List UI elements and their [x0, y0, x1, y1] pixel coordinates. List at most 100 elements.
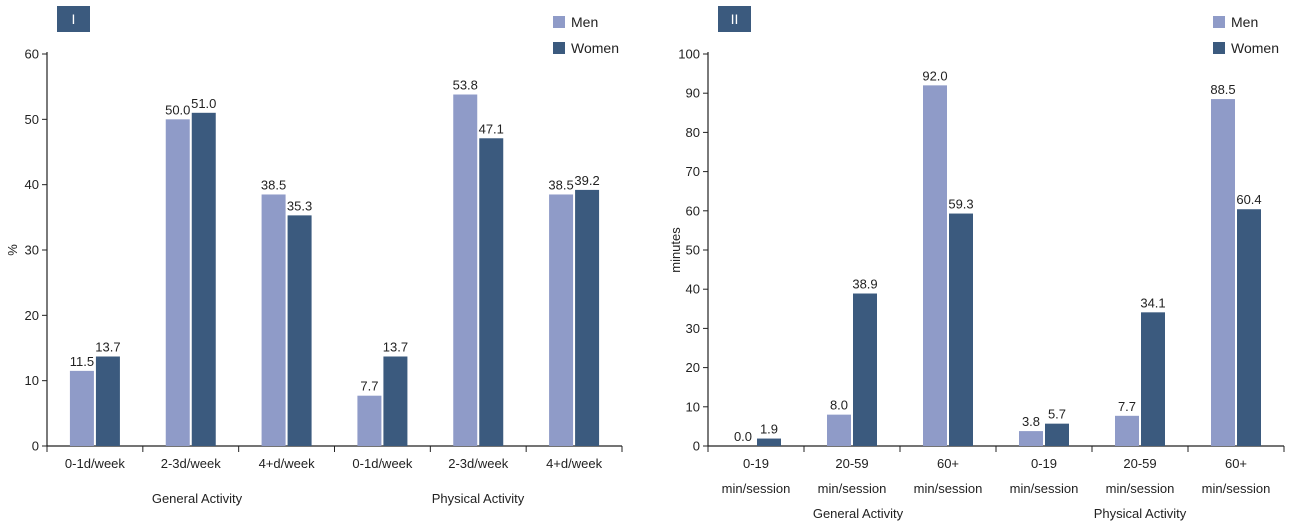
x-category-label: 4+d/week [546, 456, 603, 471]
x-category-label: min/session [722, 481, 791, 496]
bar-men [69, 370, 94, 446]
bar-women [191, 112, 216, 447]
group-label: Physical Activity [1094, 506, 1187, 521]
y-tick-label: 10 [686, 399, 700, 414]
legend-label-women: Women [1231, 40, 1279, 56]
bar-women [1045, 423, 1069, 446]
data-label: 13.7 [95, 339, 120, 354]
bar-men [1115, 415, 1139, 446]
data-label: 88.5 [1210, 82, 1235, 97]
x-category-label: min/session [1010, 481, 1079, 496]
data-label: 53.8 [453, 78, 478, 93]
y-axis-label: % [5, 244, 20, 256]
bar-men [453, 94, 478, 447]
bar-women [383, 356, 408, 446]
x-category-label: 2-3d/week [161, 456, 221, 471]
y-tick-label: 50 [25, 112, 39, 127]
data-label: 38.5 [261, 177, 286, 192]
y-tick-label: 0 [32, 439, 39, 454]
x-category-label: min/session [914, 481, 983, 496]
y-tick-label: 80 [686, 125, 700, 140]
panel-badge [57, 6, 90, 32]
data-label: 7.7 [360, 379, 378, 394]
data-label: 1.9 [760, 422, 778, 437]
bar-women [1141, 312, 1165, 446]
panel-label: I [72, 11, 76, 27]
data-label: 8.0 [830, 398, 848, 413]
x-category-label: 0-1d/week [65, 456, 125, 471]
x-category-label: min/session [1202, 481, 1271, 496]
legend-swatch-men [553, 16, 565, 28]
x-category-label: min/session [1106, 481, 1175, 496]
x-category-label: min/session [818, 481, 887, 496]
data-label: 35.3 [287, 198, 312, 213]
data-label: 92.0 [922, 68, 947, 83]
y-tick-label: 60 [686, 203, 700, 218]
y-tick-label: 30 [25, 243, 39, 258]
data-label: 7.7 [1118, 399, 1136, 414]
bar-men [1211, 99, 1235, 446]
x-category-label: 60+ [937, 456, 959, 471]
data-label: 39.2 [574, 173, 599, 188]
x-category-label: 2-3d/week [448, 456, 508, 471]
y-tick-label: 30 [686, 321, 700, 336]
y-tick-label: 60 [25, 47, 39, 62]
bar-women [287, 215, 312, 446]
data-label: 0.0 [734, 429, 752, 444]
bar-men [827, 414, 851, 446]
y-tick-label: 20 [25, 308, 39, 323]
x-category-label: 20-59 [1123, 456, 1156, 471]
bar-men [1019, 431, 1043, 446]
x-category-label: 0-1d/week [352, 456, 412, 471]
y-tick-label: 50 [686, 243, 700, 258]
bar-men [261, 194, 286, 446]
legend-label-men: Men [1231, 14, 1258, 30]
bar-women [479, 138, 504, 446]
data-label: 34.1 [1140, 295, 1165, 310]
bar-women [575, 189, 600, 447]
bar-women [757, 438, 781, 446]
bar-women [95, 356, 120, 446]
legend-label-women: Women [571, 40, 619, 56]
legend-label-men: Men [571, 14, 598, 30]
group-label: Physical Activity [432, 491, 525, 506]
x-category-label: 4+d/week [259, 456, 316, 471]
data-label: 51.0 [191, 96, 216, 111]
y-tick-label: 10 [25, 373, 39, 388]
y-tick-label: 70 [686, 164, 700, 179]
bar-men [357, 395, 382, 446]
bar-women [853, 293, 877, 446]
y-tick-label: 40 [25, 177, 39, 192]
x-category-label: 0-19 [743, 456, 769, 471]
data-label: 50.0 [165, 102, 190, 117]
legend-swatch-men [1213, 16, 1225, 28]
y-tick-label: 90 [686, 86, 700, 101]
y-tick-label: 40 [686, 282, 700, 297]
y-tick-label: 100 [678, 47, 700, 62]
data-label: 38.5 [548, 177, 573, 192]
y-tick-label: 0 [693, 439, 700, 454]
legend-swatch-women [1213, 42, 1225, 54]
group-label: General Activity [152, 491, 243, 506]
data-label: 3.8 [1022, 414, 1040, 429]
y-axis-label: minutes [668, 227, 683, 273]
data-label: 59.3 [948, 197, 973, 212]
data-label: 60.4 [1236, 192, 1261, 207]
x-category-label: 0-19 [1031, 456, 1057, 471]
bar-men [165, 119, 190, 446]
bar-men [923, 85, 947, 447]
x-category-label: 20-59 [835, 456, 868, 471]
panel-badge [718, 6, 751, 32]
bar-men [549, 194, 574, 446]
panel-label: II [731, 11, 739, 27]
data-label: 13.7 [383, 339, 408, 354]
group-label: General Activity [813, 506, 904, 521]
data-label: 38.9 [852, 277, 877, 292]
data-label: 47.1 [479, 121, 504, 136]
x-category-label: 60+ [1225, 456, 1247, 471]
bar-women [949, 213, 973, 446]
data-label: 5.7 [1048, 407, 1066, 422]
bar-women [1237, 209, 1261, 446]
data-label: 11.5 [70, 354, 94, 369]
